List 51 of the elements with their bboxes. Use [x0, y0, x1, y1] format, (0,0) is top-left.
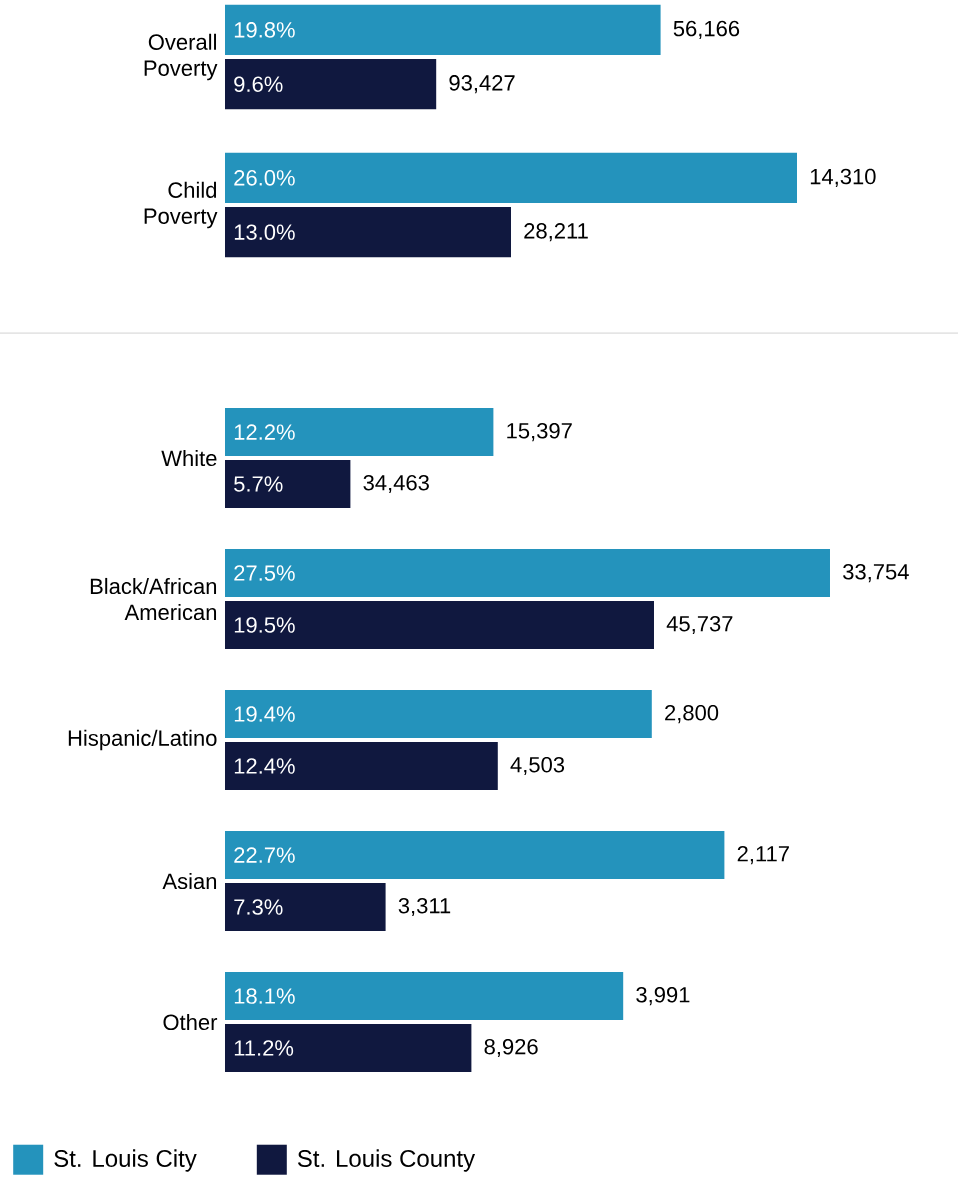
annotation: 28,211: [524, 223, 588, 242]
annotation: 15,397: [507, 422, 572, 442]
data-label: 7.3%: [234, 899, 283, 915]
bar: [225, 4, 661, 56]
bar: [225, 690, 652, 739]
y-tick-label: Asian: [162, 872, 217, 890]
data-label: 9.6%: [234, 76, 283, 92]
bar: [225, 742, 498, 790]
data-label: 26.0%: [234, 170, 295, 186]
data-label: 27.5%: [234, 565, 295, 581]
legend-label: St. Louis City: [54, 1149, 197, 1172]
data-label: 12.4%: [234, 758, 295, 774]
annotation: 33,754: [843, 563, 909, 583]
y-tick-label: White: [161, 449, 217, 467]
bar: [225, 831, 725, 880]
bar: [225, 549, 830, 598]
y-tick-label: Black/African American: [90, 577, 217, 621]
legend-label: St. Louis County: [297, 1149, 476, 1172]
y-tick-label: Hispanic/Latino: [68, 729, 217, 751]
data-label: 12.2%: [234, 424, 295, 440]
y-tick-label: Other: [163, 1013, 218, 1031]
annotation: 34,463: [363, 474, 429, 494]
annotation: 3,991: [636, 986, 690, 1006]
annotation: 14,310: [810, 168, 876, 187]
bar: [225, 207, 511, 258]
annotation: 45,737: [666, 615, 733, 635]
annotation: 2,800: [665, 704, 719, 724]
data-label: 22.7%: [234, 847, 295, 863]
data-label: 5.7%: [234, 476, 283, 492]
data-label: 11.2%: [234, 1040, 294, 1056]
annotation: 4,503: [510, 756, 565, 776]
data-label: 19.8%: [234, 22, 295, 38]
bar: [225, 601, 654, 649]
bar: [225, 408, 494, 457]
data-label: 19.5%: [234, 617, 295, 633]
annotation: 2,117: [737, 845, 789, 865]
annotation: 8,926: [484, 1038, 538, 1058]
bar: [225, 152, 797, 204]
bar: [225, 883, 386, 931]
data-label: 19.4%: [234, 706, 295, 722]
annotation: 3,311: [398, 897, 451, 917]
bar: [225, 460, 351, 508]
annotation: 93,427: [449, 75, 515, 94]
data-label: 18.1%: [234, 988, 295, 1004]
bar: [225, 1024, 472, 1072]
y-tick-label: Child Poverty: [144, 181, 218, 229]
bar: [225, 59, 437, 110]
data-label: 13.0%: [234, 224, 295, 240]
bar: [225, 972, 624, 1021]
annotation: 56,166: [673, 20, 740, 39]
y-tick-label: Overall Poverty: [144, 33, 218, 81]
